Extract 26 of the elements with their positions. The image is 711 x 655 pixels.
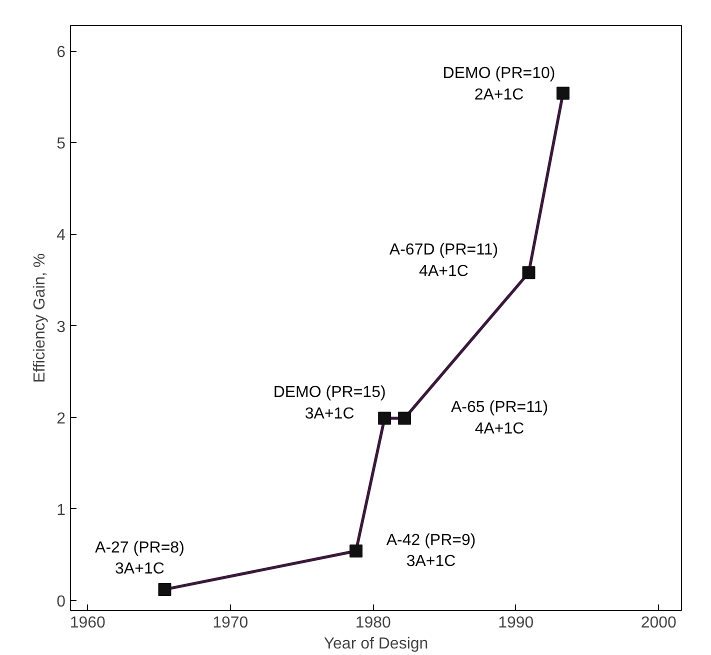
point xyxy=(556,86,570,100)
point xyxy=(158,582,172,596)
y-tick-label: 3 xyxy=(56,318,66,336)
x-tick-label: 2000 xyxy=(640,614,677,632)
x-axis-title: Year of Design xyxy=(324,636,428,652)
annotation: A-27 (PR=8) 3A+1C xyxy=(95,539,184,578)
annotation: A-42 (PR=9) 3A+1C xyxy=(386,532,476,570)
y-tick-label: 5 xyxy=(56,136,66,153)
y-tick-label: 0 xyxy=(56,593,66,610)
y-axis-title: Efficiency Gain, % xyxy=(32,253,49,383)
point xyxy=(378,412,392,425)
annotation: A-67D (PR=11) 4A+1C xyxy=(389,242,498,280)
point xyxy=(350,544,363,558)
point xyxy=(522,266,536,280)
annotation: DEMO (PR=15) 3A+1C xyxy=(273,384,386,422)
annotation: DEMO (PR=10) 2A+1C xyxy=(442,65,556,104)
annotation: A-65 (PR=11) 4A+1C xyxy=(451,399,548,438)
point xyxy=(398,412,412,425)
x-tick-label: 1960 xyxy=(70,614,106,632)
x-tick-label: 1980 xyxy=(355,614,392,632)
y-tick-label: 1 xyxy=(56,502,66,519)
y-tick-label: 4 xyxy=(56,227,66,244)
y-tick-label: 2 xyxy=(56,410,66,428)
x-tick-label: 1970 xyxy=(212,614,248,632)
y-tick-label: 6 xyxy=(56,44,66,62)
x-tick-label: 1990 xyxy=(498,614,534,632)
